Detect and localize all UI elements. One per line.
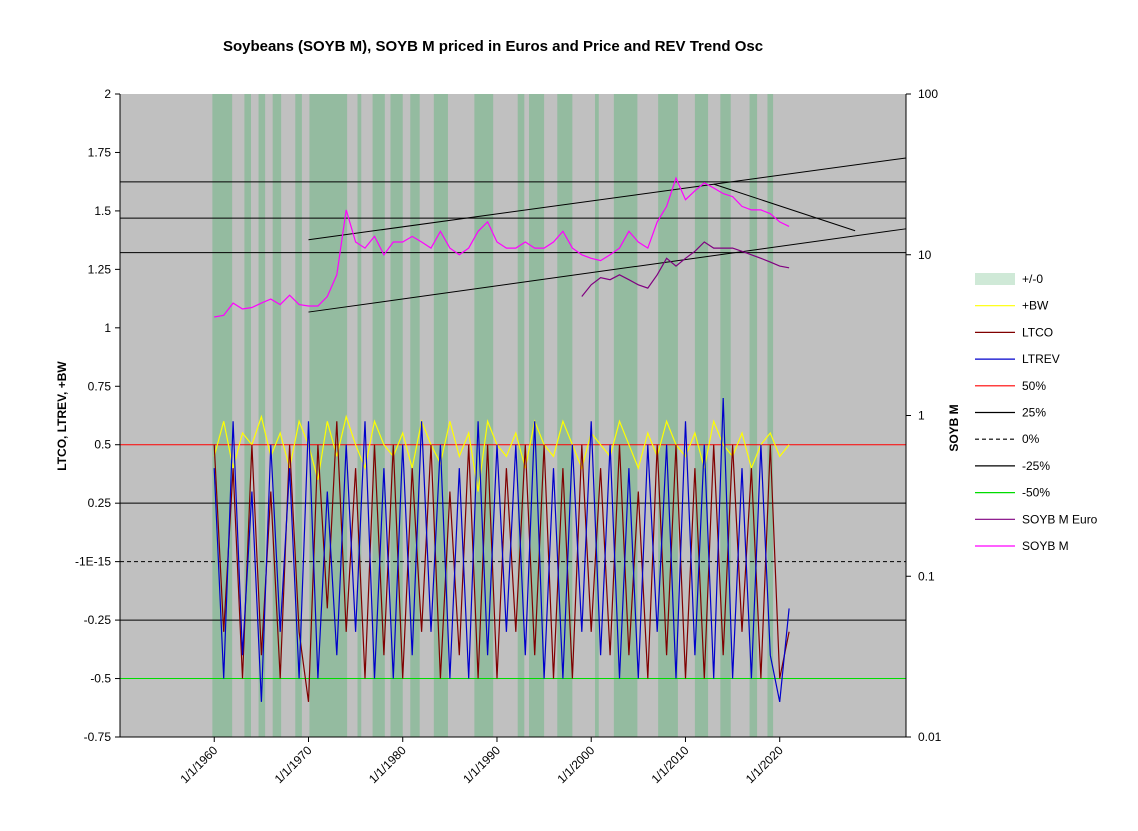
legend-label: SOYB M Euro: [1022, 512, 1098, 526]
shaded-band: [410, 94, 420, 737]
series-line: [214, 176, 790, 318]
shaded-band: [557, 94, 573, 737]
chart-title: Soybeans (SOYB M), SOYB M priced in Euro…: [223, 38, 763, 55]
legend-label: LTCO: [1022, 325, 1053, 339]
shaded-band: [258, 94, 266, 737]
shaded-band: [390, 94, 403, 737]
x-tick-label: 1/1/2000: [554, 743, 597, 786]
legend-swatch: [975, 273, 1015, 285]
x-tick-label: 1/1/1960: [177, 743, 220, 786]
shaded-band: [529, 94, 545, 737]
x-tick-label: 1/1/2020: [743, 743, 786, 786]
legend-label: SOYB M: [1022, 539, 1069, 553]
trend-line: [713, 183, 856, 232]
x-tick-label: 1/1/2010: [649, 743, 692, 786]
shaded-band: [474, 94, 494, 737]
shaded-band: [613, 94, 638, 737]
legend-label: -50%: [1022, 486, 1050, 500]
legend-label: LTREV: [1022, 352, 1060, 366]
series-line: [213, 421, 790, 702]
legend-label: +/-0: [1022, 272, 1043, 286]
series-line: [581, 241, 790, 297]
legend-label: +BW: [1022, 299, 1049, 313]
x-tick-label: 1/1/1970: [272, 743, 315, 786]
y-tick-label: -0.5: [90, 672, 111, 686]
y-tick-label: 1: [104, 321, 111, 335]
trend-line: [308, 157, 907, 241]
y-tick-label: 1.5: [94, 204, 111, 218]
y-tick-label: -0.75: [84, 730, 112, 744]
shaded-band: [372, 94, 385, 737]
x-tick-label: 1/1/1980: [366, 743, 409, 786]
y-tick-label: 1.75: [88, 145, 112, 159]
y-tick-label: 0.25: [88, 496, 112, 510]
y-tick-label: -1E-15: [75, 555, 111, 569]
shaded-band: [244, 94, 251, 737]
shaded-band: [594, 94, 599, 737]
shaded-band: [357, 94, 362, 737]
y2-tick-label: 10: [918, 248, 932, 262]
trend-line: [308, 228, 907, 313]
y-axis-label: LTCO, LTREV, +BW: [55, 361, 69, 471]
legend-label: 25%: [1022, 406, 1046, 420]
y2-axis-label: SOYB M: [947, 404, 961, 451]
shaded-band: [309, 94, 348, 737]
shaded-band: [749, 94, 758, 737]
shaded-band: [295, 94, 302, 737]
plot-area: [120, 94, 906, 737]
y-tick-label: 0.75: [88, 379, 112, 393]
y-tick-label: 1.25: [88, 262, 112, 276]
legend-label: -25%: [1022, 459, 1050, 473]
legend-label: 50%: [1022, 379, 1046, 393]
shaded-band: [517, 94, 525, 737]
y-tick-label: 0.5: [94, 438, 111, 452]
shaded-band: [433, 94, 448, 737]
y2-tick-label: 100: [918, 87, 938, 101]
x-tick-label: 1/1/1990: [460, 743, 503, 786]
y2-tick-label: 0.1: [918, 569, 935, 583]
y2-tick-label: 1: [918, 409, 925, 423]
y-tick-label: 2: [104, 87, 111, 101]
y-tick-label: -0.25: [84, 613, 112, 627]
shaded-band: [767, 94, 774, 737]
series-line: [213, 397, 790, 703]
shaded-band: [720, 94, 731, 737]
y2-tick-label: 0.01: [918, 730, 942, 744]
shaded-band: [272, 94, 282, 737]
legend-label: 0%: [1022, 432, 1040, 446]
